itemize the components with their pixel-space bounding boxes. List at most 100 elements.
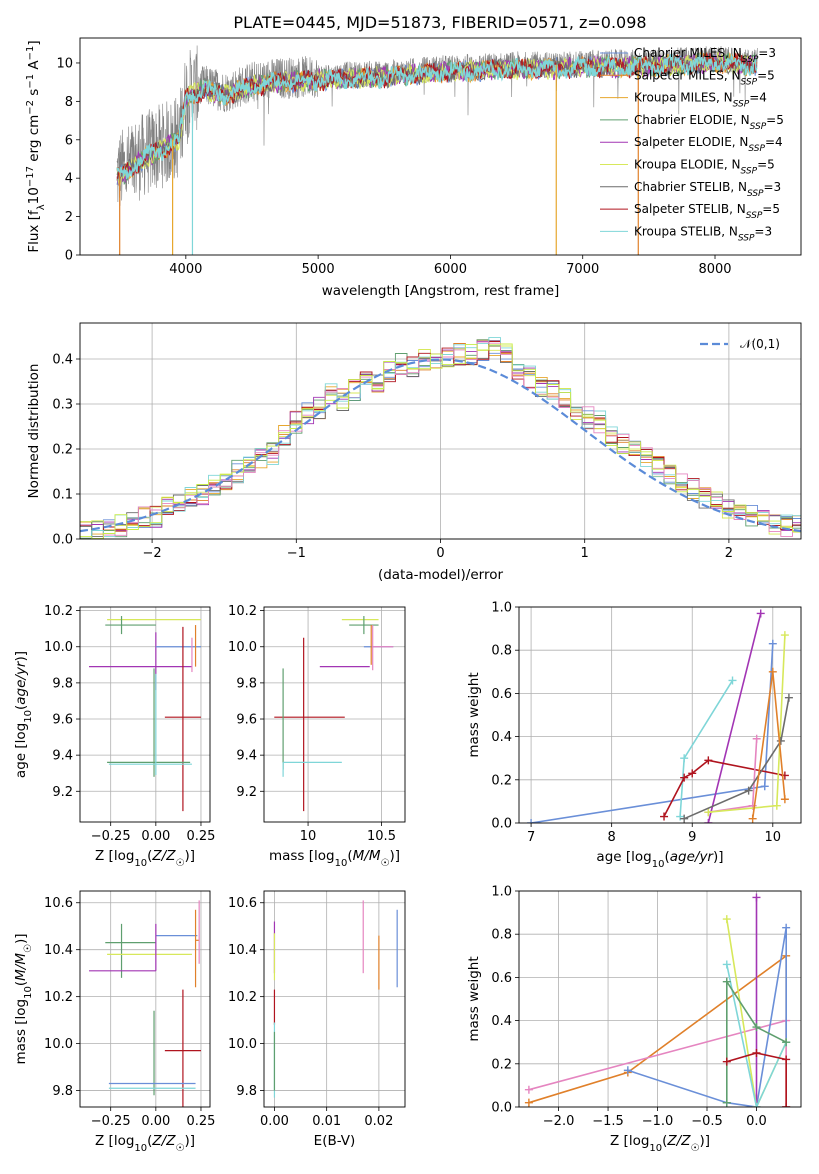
mass-weight-age-panel-xlabel-part: age [	[596, 849, 631, 865]
mass_weight_vs_Z-ytick-label: 0.4	[491, 1014, 512, 1029]
mass-vs-Z-panel-xlabel-part: Z [	[95, 1133, 114, 1149]
mass_weight_vs_Z-xtick-label: −2.0	[543, 1114, 575, 1129]
mass-weight-age-panel-marker	[728, 676, 737, 685]
mass-weight-Z-panel-xlabel-part: (	[662, 1133, 667, 1149]
mass-weight-Z-panel-marker	[782, 1103, 791, 1107]
spectrum-panel: 4000 5000 6000 7000 8000 0 2 4 6 8 10 wavelength [A…	[25, 37, 802, 299]
residuals-ytick-label: 0.3	[52, 398, 73, 413]
spectrum-frame	[79, 37, 802, 256]
residual-ylabel: Normed distribution	[26, 364, 42, 499]
spectrum-ytick-label: 10	[56, 56, 73, 71]
spectrum-legend-label: Kroupa ELODIE, NSSP=5	[634, 158, 775, 177]
mass-vs-Z-panel-xlabel-part: Z/Z	[151, 1133, 176, 1149]
legend-label-part: Kroupa MILES, N	[634, 91, 733, 105]
mass_weight_vs_age-ytick-label: 0.2	[491, 773, 512, 788]
age_vs_Z-ytick-label: 10.0	[44, 640, 73, 655]
age-vs-Z-panel-xlabel-part: Z [	[95, 848, 114, 864]
age-vs-Z-panel-xlabel-part: )	[184, 848, 189, 864]
mass-weight-age-panel-xlabel-part: (	[664, 849, 669, 865]
legend-label-part: SSP	[750, 122, 767, 132]
mass-vs-Z-panel-xlabel-part: ☉	[175, 1143, 184, 1154]
spectrum-ylabel-part: erg cm	[26, 115, 42, 166]
mass-weight-age-panel-marker	[768, 639, 777, 648]
age-vs-Z-panel-ylabel-part: )	[13, 656, 29, 661]
spectrum-legend-label: Kroupa MILES, NSSP=4	[634, 91, 767, 110]
mass_weight_vs_age-xtick-label: 9	[688, 830, 696, 845]
age-vs-Z-panel-ylabel-part: log	[13, 723, 29, 744]
mass-vs-Z-panel-ylabel-part: ☉	[23, 944, 34, 953]
spectrum-legend-label: Kroupa STELIB, NSSP=3	[634, 224, 772, 243]
spectrum-ytick-label: 2	[65, 210, 73, 225]
spectrum-model-line	[116, 53, 758, 179]
age_vs_Z-grid	[80, 607, 210, 822]
mass-weight-age-panel-marker	[772, 801, 781, 810]
legend-label-part: SSP	[746, 211, 763, 221]
legend-label-part: Chabrier MILES, N	[634, 46, 742, 60]
mass_weight_vs_Z-xtick-label: −0.5	[691, 1114, 723, 1129]
age-vs-Z-panel-xlabel-part: Z/Z	[151, 848, 176, 864]
mass-weight-age-panel-xlabel-part: )	[713, 849, 718, 865]
mass_weight_vs_Z-ytick-label: 0.2	[491, 1057, 512, 1072]
mass-weight-Z-panel-marker	[722, 915, 731, 924]
mass_vs_EBV-xtick-label: 0.02	[364, 1114, 393, 1129]
legend-label-part: Salpeter MILES, N	[634, 68, 741, 82]
mass-vs-Z-panel-ylabel-part: 10	[23, 986, 34, 999]
age-vs-mass-panel-xlabel-part: log	[314, 848, 335, 864]
age-vs-mass-panel-xlabel-part: (	[347, 848, 352, 864]
mass_vs_EBV-ytick-label: 10.4	[228, 943, 257, 958]
mass_weight_vs_Z-xtick-label: −1.0	[642, 1114, 674, 1129]
residuals-grid	[80, 323, 801, 540]
mass-vs-Z-panel-ylabel-part: (	[13, 981, 29, 986]
age_vs_Z-ytick-label: 9.6	[52, 713, 73, 728]
spectrum-ylabel-part: λ	[36, 204, 47, 210]
residuals-ytick-label: 0.1	[52, 488, 73, 503]
age_vs_mass-ytick-label: 9.4	[236, 749, 257, 764]
mass-weight-age-panel-xlabel-part: log	[631, 849, 652, 865]
age-vs-Z-panel-ylabel-part: 10	[23, 710, 34, 723]
age-vs-Z-panel-xlabel-part: ]	[190, 848, 195, 864]
mass_vs_EBV-frame	[263, 890, 406, 1108]
age_vs_mass-xtick-label: 10.5	[367, 829, 396, 844]
age_vs_mass-ytick-label: 10.2	[228, 604, 257, 619]
mass-weight-Z-panel-xlabel-part: ]	[705, 1133, 710, 1149]
mass-weight-age-panel-xlabel-part: 10	[652, 859, 665, 870]
spectrum-ylabel-part: −1	[25, 74, 36, 89]
residual-histogram-series	[80, 347, 801, 539]
mass_weight_vs_age-ytick-label: 0.6	[491, 687, 512, 702]
figure-title: PLATE=0445, MJD=51873, FIBERID=0571, z=0…	[233, 13, 646, 32]
mass_vs_EBV-ytick-label: 9.8	[236, 1084, 257, 1099]
residual-histogram-series	[80, 341, 801, 539]
mass-weight-Z-panel-series-line	[725, 979, 787, 1103]
mass-weight-Z-panel-xlabel-part: ☉	[690, 1143, 699, 1154]
age_vs_Z-frame	[79, 606, 211, 823]
residuals-xtick-label: 0	[436, 546, 444, 561]
spectrum-ytick-label: 0	[65, 249, 73, 264]
age_vs_Z-ytick-label: 9.2	[52, 785, 73, 800]
mass-weight-age-panel-series-line	[751, 671, 786, 819]
mass-vs-Z-panel-xlabel-part: 10	[134, 1143, 147, 1154]
residual-histogram-series	[80, 341, 801, 539]
legend-label-part: =5	[762, 202, 780, 216]
age_vs_mass-ytick-label: 10.0	[228, 640, 257, 655]
mass-weight-Z-panel-series-line	[627, 927, 788, 1107]
mass_vs_EBV-ytick-label: 10.0	[228, 1037, 257, 1052]
legend-label-part: SSP	[738, 233, 755, 243]
spectrum-xtick-label: 4000	[169, 262, 202, 277]
mass-vs-Z-panel-ylabel: mass [log10(M/M☉)]	[13, 933, 34, 1064]
mass-weight-Z-panel-marker	[722, 977, 731, 986]
residuals-xtick-label: 1	[581, 546, 589, 561]
spectrum-ytick-label: 6	[65, 133, 73, 148]
residual-histogram-series	[80, 340, 801, 538]
residuals-frame	[79, 322, 802, 540]
age-vs-mass-panel-xlabel-part: ☉	[380, 858, 389, 869]
spectrum-xlabel: wavelength [Angstrom, rest frame]	[322, 283, 560, 299]
mass_weight_vs_age-grid	[519, 606, 801, 824]
residual-xlabel: (data-model)/error	[378, 567, 504, 583]
spectrum-ylabel-part: s	[26, 89, 42, 100]
age-vs-Z-panel-xlabel-part: log	[114, 848, 135, 864]
mass-vs-Z-panel: −0.25 0.00 0.259.810.010.210.410.6Z [log10…	[13, 890, 215, 1154]
legend-label-part: Salpeter STELIB, N	[634, 202, 746, 216]
mass_weight_vs_age-plot-area	[527, 609, 793, 823]
